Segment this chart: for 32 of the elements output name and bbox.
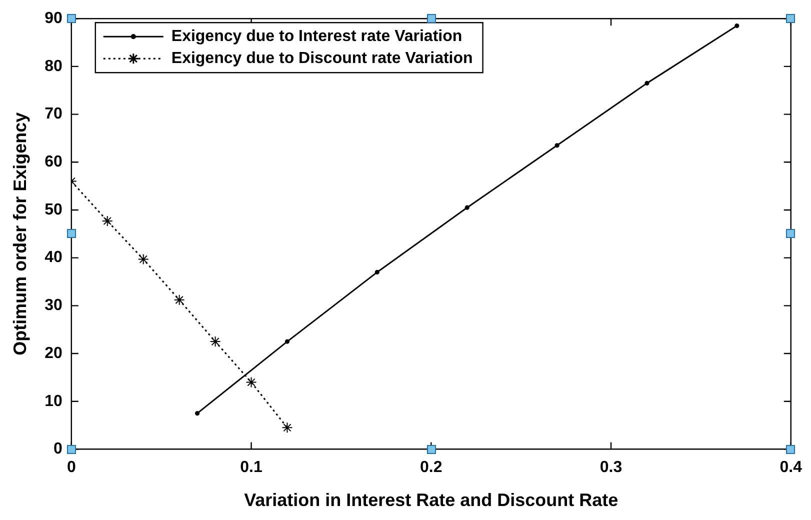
y-tick-label: 30 <box>44 297 62 314</box>
x-axis-title: Variation in Interest Rate and Discount Rate <box>244 490 618 510</box>
x-tick-label: 0.2 <box>420 459 442 476</box>
y-tick-label: 10 <box>44 392 62 410</box>
y-tick-label: 70 <box>44 106 62 123</box>
y-tick-label: 90 <box>44 10 62 28</box>
y-axis-title: Optimum order for Exigency <box>10 112 30 356</box>
point <box>210 336 221 348</box>
point <box>282 422 293 434</box>
point <box>195 411 200 416</box>
point <box>102 215 113 226</box>
x-tick-label: 0 <box>66 459 76 476</box>
point <box>554 143 560 148</box>
point <box>174 294 185 306</box>
point <box>734 23 740 28</box>
point <box>246 376 257 388</box>
x-tick-label: 0.1 <box>240 459 262 476</box>
y-tick-label: 80 <box>44 58 62 75</box>
y-tick-label: 20 <box>44 344 62 362</box>
y-tick-label: 0 <box>53 440 62 458</box>
point <box>374 270 380 274</box>
x-tick-label: 0.4 <box>780 459 802 476</box>
legend-label: Exigency due to Interest rate Variation <box>171 28 462 46</box>
x-tick-label: 0.3 <box>600 459 622 476</box>
y-tick-label: 40 <box>44 249 62 266</box>
y-tick-label: 60 <box>44 154 62 171</box>
point <box>284 339 290 344</box>
legend-label: Exigency due to Discount rate Variation <box>171 50 473 68</box>
point <box>464 205 470 210</box>
point <box>644 80 650 86</box>
point <box>138 254 149 265</box>
y-tick-label: 50 <box>44 201 62 218</box>
